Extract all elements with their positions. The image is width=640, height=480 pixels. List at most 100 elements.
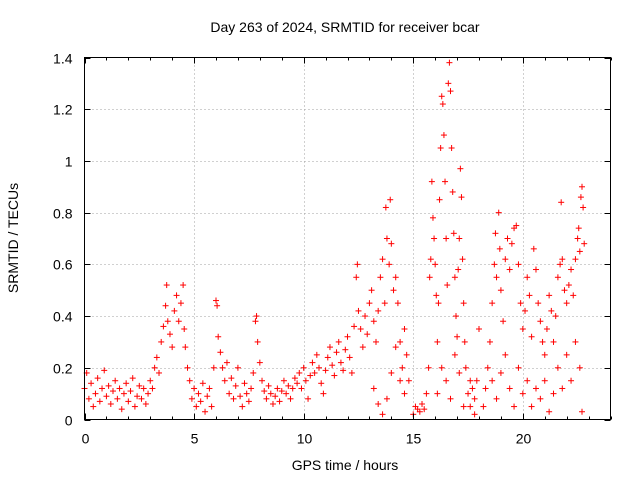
data-point [462,364,469,371]
data-point [427,256,434,263]
data-point [554,274,561,281]
data-point [186,377,193,384]
data-point [497,369,504,376]
data-point [574,235,581,242]
data-point [253,313,260,320]
data-point [517,300,524,307]
data-point [202,408,209,415]
data-point [107,400,114,407]
y-tick-label: 0.8 [53,206,73,222]
data-point [576,364,583,371]
data-point [444,282,451,289]
data-point [537,395,544,402]
data-point [316,364,323,371]
data-point [575,225,582,232]
data-point [416,408,423,415]
data-point [457,165,464,172]
data-point [450,230,457,237]
data-point [522,307,529,314]
data-point [493,274,500,281]
data-point [497,287,504,294]
data-point [577,194,584,201]
data-point [204,393,211,400]
data-point [302,377,309,384]
data-point [99,385,106,392]
data-point [272,393,279,400]
data-point [467,403,474,410]
data-point [558,199,565,206]
data-point [445,80,452,87]
data-point [426,274,433,281]
data-point [169,344,176,351]
data-point [134,393,141,400]
data-point [241,380,248,387]
data-point [434,338,441,345]
data-point [568,266,575,273]
data-point [151,364,158,371]
data-point [500,318,507,325]
data-point [324,354,331,361]
data-point [353,274,360,281]
data-point [217,349,224,356]
data-point [394,300,401,307]
data-point [388,240,395,247]
data-point [232,382,239,389]
x-tick-label: 5 [191,431,199,447]
data-point [362,313,369,320]
data-point [177,300,184,307]
data-point [234,364,241,371]
data-point [552,313,559,320]
data-point [158,338,165,345]
data-point [181,326,188,332]
data-point [447,395,454,402]
data-point [484,364,491,371]
data-point [455,266,462,273]
data-point [528,333,535,340]
data-point [357,326,364,332]
data-point [162,302,169,309]
data-point [199,380,206,387]
data-point [305,395,312,402]
data-point [471,395,478,402]
data-point [489,377,496,384]
data-point [438,364,445,371]
x-tick-label: 10 [297,431,313,447]
data-point [419,400,426,407]
data-point [182,344,189,351]
data-point [491,261,498,268]
data-point [403,351,410,358]
data-point [326,344,333,351]
data-point [160,323,167,330]
data-point [359,344,366,351]
data-point [379,411,386,418]
data-point [377,274,384,281]
data-point [443,377,450,384]
data-point [436,196,443,203]
data-point [375,400,382,407]
data-point [94,375,101,382]
data-point [379,256,386,263]
data-point [164,318,171,325]
data-point [120,390,127,397]
data-point [568,377,575,384]
data-point [537,318,544,325]
data-point [448,145,455,151]
x-tick-label: 0 [82,431,90,447]
data-point [289,385,296,392]
data-point [550,338,557,345]
data-point [554,364,561,371]
data-point [467,377,474,384]
data-point [461,338,468,345]
data-point [561,287,568,294]
data-point [366,300,373,307]
data-point [383,235,390,242]
data-point [175,318,182,325]
data-point [215,333,222,340]
data-point [368,287,375,294]
data-point [335,338,342,345]
data-point [320,390,327,397]
data-point [496,245,503,252]
x-tick-labels: 0 5 10 15 20 [82,431,532,447]
data-point [329,362,336,369]
data-point [579,408,586,415]
